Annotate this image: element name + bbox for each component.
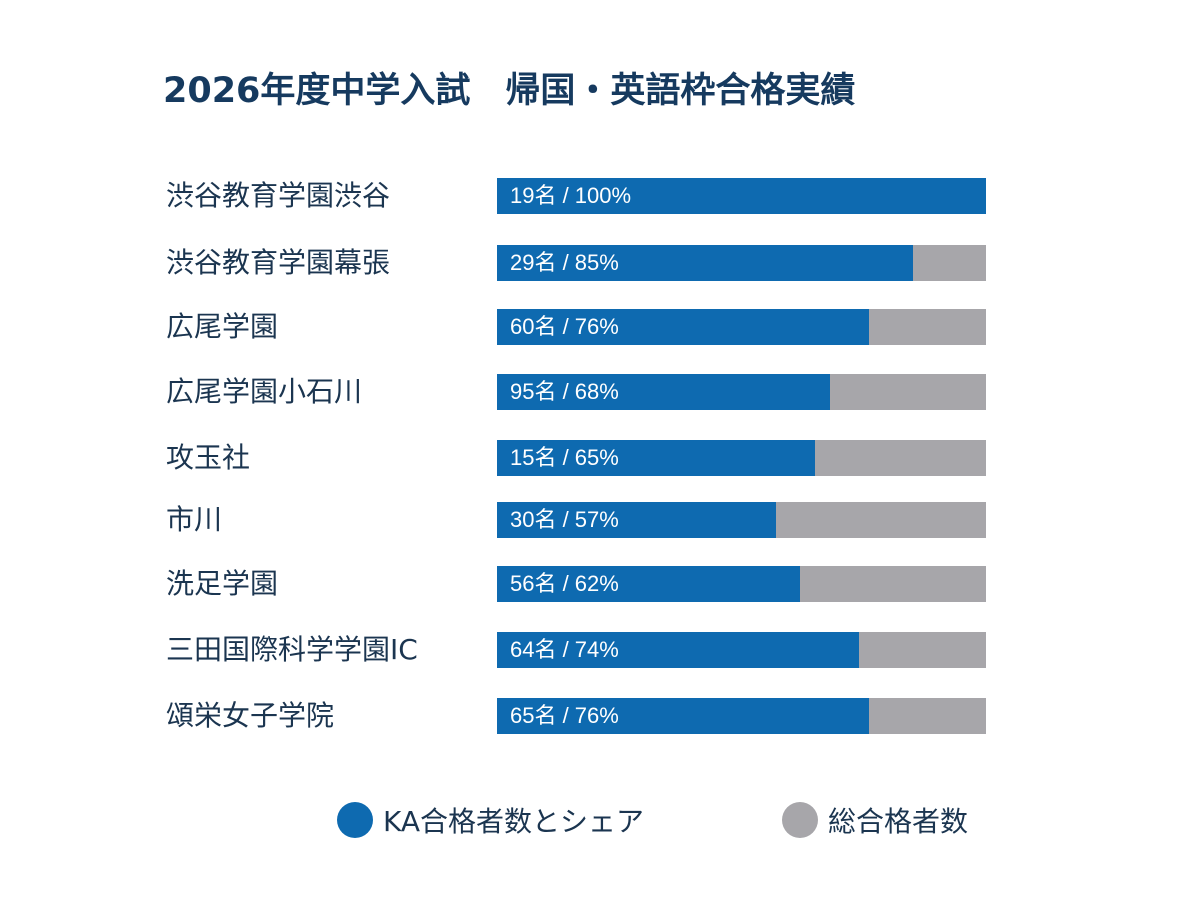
total-bar: 30名 / 57% (497, 502, 986, 538)
value-label: 60名 / 76% (510, 314, 619, 339)
total-bar: 64名 / 74% (497, 632, 986, 668)
ka-share-bar (497, 178, 986, 214)
ka-share-bar (497, 374, 830, 410)
ka-share-bar (497, 698, 869, 734)
category-label: 渋谷教育学園渋谷 (166, 179, 391, 212)
value-label: 30名 / 57% (510, 507, 619, 532)
category-label: 渋谷教育学園幕張 (166, 246, 391, 279)
bar-row: 攻玉社 15名 / 65% (0, 440, 1200, 476)
category-label: 広尾学園 (166, 310, 279, 343)
category-label: 広尾学園小石川 (166, 375, 363, 408)
category-label: 頌栄女子学院 (166, 699, 335, 732)
ka-share-bar (497, 309, 869, 345)
ka-share-bar (497, 440, 815, 476)
total-bar: 29名 / 85% (497, 245, 986, 281)
value-label: 95名 / 68% (510, 379, 619, 404)
value-label: 65名 / 76% (510, 703, 619, 728)
legend-label-ka: KA合格者数とシェア (383, 805, 645, 838)
legend-label-total: 総合格者数 (828, 805, 969, 838)
total-bar: 19名 / 100% (497, 178, 986, 214)
bar-row: 洗足学園 56名 / 62% (0, 566, 1200, 602)
legend-dot-gray-icon (782, 802, 818, 838)
total-bar: 60名 / 76% (497, 309, 986, 345)
category-label: 攻玉社 (166, 441, 251, 474)
bar-row: 市川 30名 / 57% (0, 502, 1200, 538)
category-label: 市川 (166, 503, 223, 536)
legend-item-ka: KA合格者数とシェア (337, 800, 644, 840)
category-label: 洗足学園 (166, 567, 279, 600)
total-bar: 65名 / 76% (497, 698, 986, 734)
bar-row: 三田国際科学学園IC 64名 / 74% (0, 632, 1200, 668)
ka-share-bar (497, 502, 776, 538)
legend-item-total: 総合格者数 (782, 800, 968, 840)
value-label: 56名 / 62% (510, 571, 619, 596)
ka-share-bar (497, 566, 801, 602)
value-label: 19名 / 100% (510, 183, 632, 208)
ka-share-bar (497, 632, 859, 668)
bar-row: 渋谷教育学園幕張 29名 / 85% (0, 245, 1200, 281)
bar-row: 広尾学園小石川 95名 / 68% (0, 374, 1200, 410)
value-label: 29名 / 85% (510, 250, 619, 275)
ka-share-bar (497, 245, 913, 281)
total-bar: 95名 / 68% (497, 374, 986, 410)
value-label: 64名 / 74% (510, 637, 619, 662)
bar-row: 広尾学園 60名 / 76% (0, 309, 1200, 345)
total-bar: 56名 / 62% (497, 566, 986, 602)
value-label: 15名 / 65% (510, 445, 619, 470)
legend-dot-blue-icon (337, 802, 373, 838)
chart-title: 2026年度中学入試 帰国・英語枠合格実績 (163, 71, 856, 111)
category-label: 三田国際科学学園IC (166, 633, 418, 666)
bar-row: 頌栄女子学院 65名 / 76% (0, 698, 1200, 734)
total-bar: 15名 / 65% (497, 440, 986, 476)
bar-row: 渋谷教育学園渋谷 19名 / 100% (0, 178, 1200, 214)
